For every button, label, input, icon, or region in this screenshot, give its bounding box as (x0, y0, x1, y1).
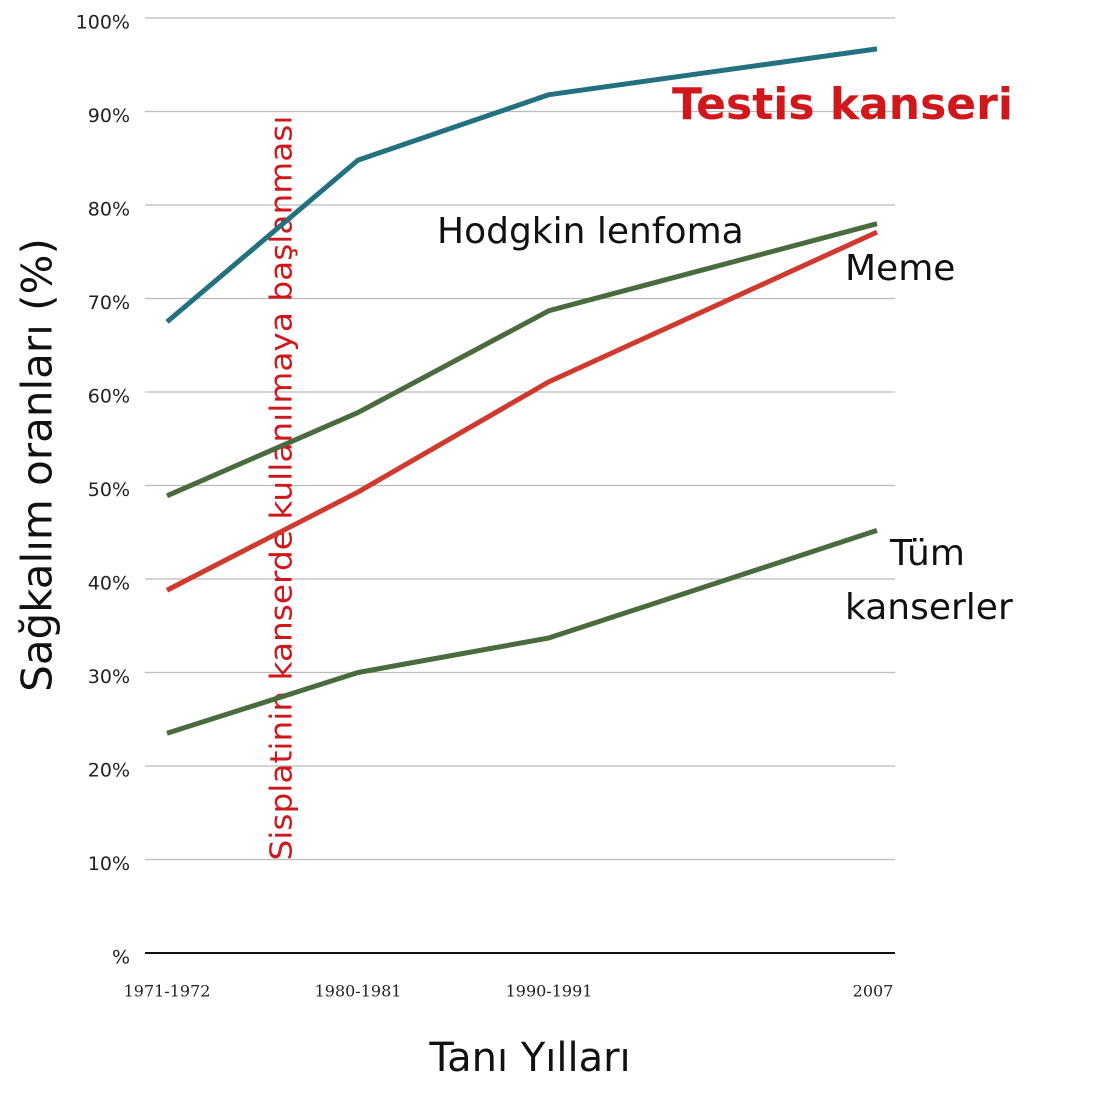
x-tick-label: 1980-1981 (315, 982, 402, 1001)
series-line (166, 221, 878, 499)
x-axis-label: Tanı Yılları (428, 1035, 630, 1081)
y-tick-label: 60% (88, 386, 130, 408)
y-tick-label: 20% (88, 760, 130, 782)
series-label: Meme (845, 248, 956, 289)
series-line (166, 528, 878, 736)
x-tick-label: 2007 (853, 982, 894, 1001)
y-axis-label: Sağkalım oranları (%) (13, 238, 62, 692)
y-tick-label: % (112, 947, 130, 969)
y-tick-label: 70% (88, 292, 130, 314)
series-label: Testis kanseri (672, 79, 1013, 130)
y-tick-label: 80% (88, 199, 130, 221)
x-tick-label: 1990-1991 (506, 982, 593, 1001)
y-tick-label: 10% (88, 853, 130, 875)
series-line (165, 46, 878, 324)
series-label: Hodgkin lenfoma (437, 211, 744, 252)
y-tick-label: 100% (76, 12, 130, 34)
x-tick-label: 1971-1972 (124, 982, 211, 1001)
series-line (165, 229, 879, 593)
series-label: Tüm kanserler (845, 533, 1013, 628)
y-tick-label: 40% (88, 573, 130, 595)
y-tick-label: 30% (88, 666, 130, 688)
y-tick-label: 50% (88, 479, 130, 501)
y-tick-label: 90% (88, 105, 130, 127)
annotation: Sisplatinin kanserde kullanılmaya başlan… (265, 116, 300, 861)
